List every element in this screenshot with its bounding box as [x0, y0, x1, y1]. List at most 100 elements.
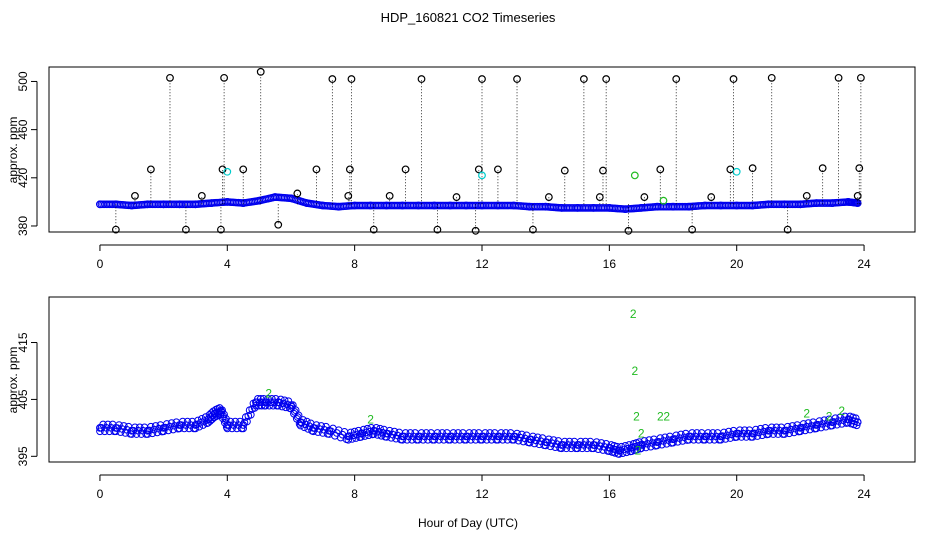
- data-point: [204, 415, 213, 424]
- data-point: [767, 73, 776, 82]
- data-point: [525, 202, 534, 211]
- data-point: [261, 401, 270, 410]
- data-point: [560, 166, 569, 175]
- data-point: [599, 166, 607, 175]
- data-point: [573, 444, 582, 453]
- x-tick-label: 12: [475, 257, 489, 271]
- data-point: [223, 197, 232, 206]
- data-point: [462, 432, 470, 441]
- data-point: [328, 75, 337, 83]
- data-point: [302, 199, 311, 207]
- data-point: [716, 432, 725, 441]
- data-point: [256, 67, 265, 76]
- y-tick-label: 395: [16, 446, 30, 466]
- data-point: [433, 225, 442, 234]
- data-point: [796, 200, 805, 209]
- data-point: [573, 441, 582, 449]
- data-point: [605, 443, 614, 452]
- data-point: [637, 444, 645, 453]
- data-point: [96, 423, 104, 432]
- data-point: [557, 444, 566, 453]
- data-point: [602, 75, 611, 83]
- bottom-y-ticks: 395 405 415: [16, 332, 38, 466]
- data-point-label: 2: [367, 412, 374, 426]
- data-point: [220, 73, 229, 82]
- x-tick-label: 8: [351, 257, 358, 271]
- data-point: [325, 426, 334, 435]
- data-point: [844, 197, 853, 206]
- bottom-y-axis-label: approx. ppm: [6, 347, 20, 414]
- data-point-label: 2: [803, 407, 810, 421]
- data-point: [143, 430, 152, 438]
- top-plot-frame: [48, 66, 916, 233]
- data-point: [783, 225, 792, 234]
- x-tick-label: 12: [475, 487, 489, 501]
- data-point: [364, 431, 373, 440]
- data-point: [541, 438, 550, 446]
- data-point: [589, 204, 598, 212]
- data-point: [146, 165, 155, 174]
- data-point: [748, 429, 757, 438]
- data-point: [630, 171, 639, 180]
- data-point: [541, 202, 550, 211]
- data-point: [309, 423, 318, 432]
- data-point: [344, 191, 353, 200]
- data-point: [659, 196, 668, 205]
- data-point: [700, 432, 709, 441]
- data-point: [812, 199, 821, 207]
- data-point: [159, 200, 168, 209]
- data-point: [200, 417, 209, 425]
- data-point: [452, 193, 461, 201]
- data-point: [672, 75, 681, 83]
- data-point: [669, 438, 677, 447]
- data-point: [261, 398, 270, 407]
- data-point: [197, 191, 206, 200]
- data-point: [380, 425, 388, 434]
- data-point: [296, 418, 305, 427]
- data-point: [478, 171, 486, 180]
- data-point: [175, 421, 184, 429]
- data-point: [398, 436, 407, 444]
- data-point: [111, 423, 120, 432]
- data-point: [414, 436, 423, 444]
- y-tick-label: 415: [16, 332, 30, 352]
- data-point: [191, 421, 200, 429]
- data-point-label: 2: [633, 409, 640, 423]
- data-point: [430, 432, 439, 441]
- data-point: [685, 202, 693, 211]
- y-tick-label: 420: [16, 167, 30, 187]
- data-point: [223, 424, 232, 433]
- data-point: [239, 424, 248, 433]
- data-point: [828, 418, 837, 427]
- data-point: [509, 432, 518, 441]
- y-tick-label: 500: [16, 71, 30, 91]
- data-point: [732, 433, 741, 441]
- data-point: [385, 191, 394, 200]
- data-point: [471, 226, 480, 235]
- data-point: [637, 204, 646, 212]
- data-point: [398, 432, 407, 441]
- data-point: [462, 436, 470, 444]
- data-point: [688, 225, 697, 234]
- data-point: [627, 443, 636, 452]
- data-point: [366, 201, 375, 210]
- series-co2: [96, 395, 862, 458]
- data-point: [853, 199, 862, 207]
- data-point: [96, 427, 104, 436]
- data-point: [401, 165, 410, 174]
- y-tick-label: 460: [16, 119, 30, 139]
- data-point: [513, 75, 521, 83]
- data-point: [284, 397, 293, 405]
- data-point: [589, 441, 598, 449]
- data-point: [716, 436, 725, 444]
- data-point: [357, 429, 365, 438]
- data-point: [217, 406, 225, 415]
- data-point: [844, 415, 853, 424]
- data-point: [299, 416, 307, 424]
- data-point: [855, 164, 864, 173]
- data-point: [716, 201, 725, 210]
- top-y-ticks: 380 420 460 500: [16, 71, 38, 236]
- data-point: [175, 200, 184, 209]
